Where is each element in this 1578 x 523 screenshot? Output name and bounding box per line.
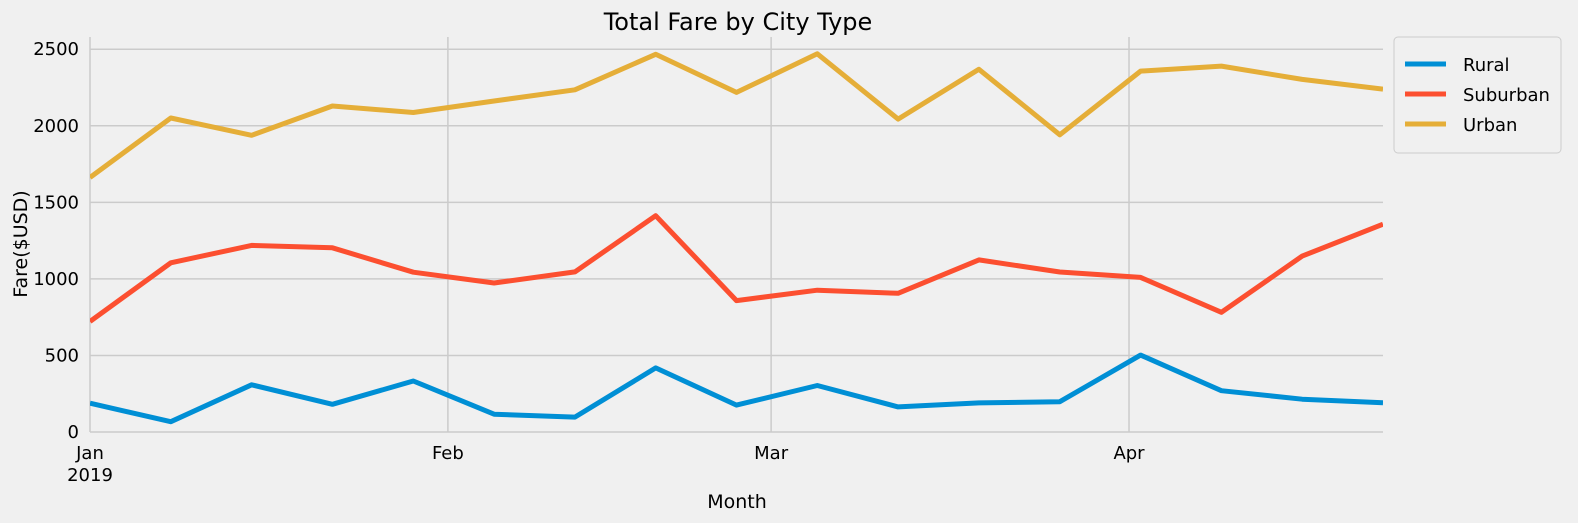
x-tick-label: Jan	[75, 443, 104, 464]
series-lines	[90, 51, 1383, 425]
x-tick-label: Mar	[754, 443, 789, 464]
y-tick-label: 1000	[33, 269, 79, 290]
grid	[89, 37, 1383, 433]
x-axis-label: Month	[707, 491, 767, 513]
legend-label-suburban: Suburban	[1463, 85, 1550, 106]
legend-label-rural: Rural	[1463, 55, 1510, 76]
x-tick-sublabel: 2019	[67, 465, 113, 486]
y-tick-label: 2000	[33, 116, 79, 137]
x-tick-label: Apr	[1113, 443, 1145, 464]
x-tick-label: Feb	[432, 443, 464, 464]
y-tick-label: 2500	[33, 39, 79, 60]
legend: Rural Suburban Urban	[1393, 36, 1562, 154]
series-line-rural	[90, 352, 1383, 425]
series-line-urban	[90, 51, 1383, 180]
y-tick-label: 0	[68, 422, 79, 443]
series-line-suburban	[90, 213, 1383, 324]
y-axis-label: Fare($USD)	[10, 190, 32, 297]
chart-title: Total Fare by City Type	[603, 8, 873, 36]
y-tick-label: 500	[45, 345, 79, 366]
legend-label-urban: Urban	[1463, 115, 1517, 136]
y-tick-label: 1500	[33, 192, 79, 213]
